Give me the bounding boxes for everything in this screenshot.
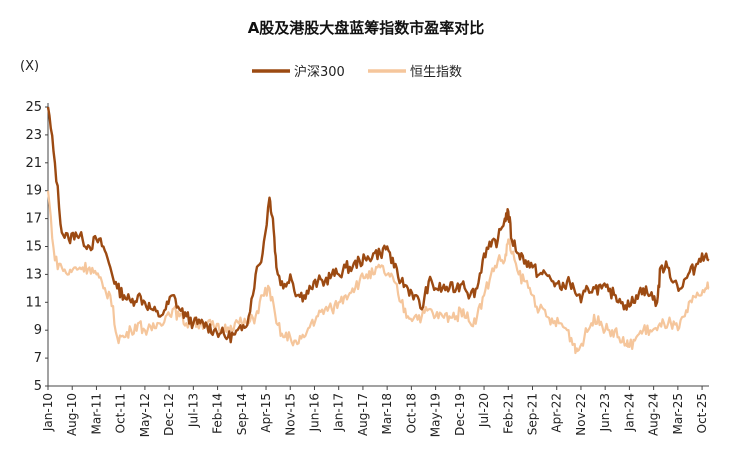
y-tick-label: 13	[25, 267, 42, 282]
x-tick-label: Nov-22	[574, 393, 588, 436]
x-tick-label: Sep-14	[235, 393, 249, 435]
x-tick-label: Dec-19	[453, 393, 467, 436]
x-tick-label: Oct-25	[695, 393, 709, 433]
y-axis: 5 7 9 11 13 15 17 19 21 23 25	[25, 100, 49, 394]
x-tick-label: Mar-18	[380, 393, 394, 434]
x-tick-label: Mar-25	[671, 393, 685, 434]
x-axis: Jan-10 Aug-10 Mar-11 Oct-11 May-12 Dec-12 Jul-…	[41, 385, 709, 437]
x-tick-label: Mar-11	[89, 393, 103, 434]
x-tick-label: Jul-13	[186, 393, 200, 428]
y-tick-label: 15	[25, 240, 42, 255]
series-line-hsi	[46, 190, 710, 355]
x-tick-label: Feb-14	[211, 393, 225, 434]
y-tick-label: 11	[25, 295, 42, 310]
x-tick-label: Dec-12	[162, 393, 176, 436]
series-line-csi300	[46, 106, 710, 344]
y-tick-label: 19	[25, 184, 42, 199]
x-tick-label: Oct-18	[404, 393, 418, 433]
x-tick-label: Nov-15	[283, 393, 297, 436]
x-tick-label: Jul-20	[477, 393, 491, 428]
x-tick-label: Jan-17	[332, 393, 346, 432]
x-tick-label: Sep-21	[526, 393, 540, 435]
y-axis-unit-label: (X)	[20, 59, 39, 74]
plot-series	[46, 106, 710, 355]
legend-label-csi300: 沪深300	[294, 64, 345, 80]
legend-label-hsi: 恒生指数	[410, 65, 462, 80]
y-tick-label: 23	[25, 128, 42, 143]
y-tick-label: 25	[25, 100, 42, 115]
x-tick-label: Aug-24	[647, 393, 661, 436]
x-tick-label: May-19	[429, 393, 443, 437]
chart-title: A股及港股大盘蓝筹指数市盈率对比	[248, 19, 485, 37]
x-tick-label: Aug-10	[65, 393, 79, 436]
y-tick-label: 7	[34, 351, 42, 366]
legend: 沪深300 恒生指数	[252, 64, 462, 80]
x-tick-label: Feb-21	[501, 393, 515, 434]
y-tick-label: 9	[34, 323, 42, 338]
x-tick-label: Jun-23	[598, 393, 612, 432]
x-tick-label: Jan-10	[41, 393, 55, 432]
x-tick-label: Oct-11	[114, 393, 128, 433]
x-tick-label: Jan-24	[622, 393, 636, 432]
y-tick-label: 21	[25, 156, 42, 171]
x-tick-label: Apr-15	[259, 393, 273, 433]
x-tick-label: Aug-17	[356, 393, 370, 436]
x-tick-label: Apr-22	[550, 393, 564, 433]
y-tick-label: 17	[25, 212, 42, 227]
y-tick-label: 5	[34, 379, 42, 394]
x-tick-label: Jun-16	[307, 393, 321, 432]
x-tick-label: May-12	[138, 393, 152, 437]
